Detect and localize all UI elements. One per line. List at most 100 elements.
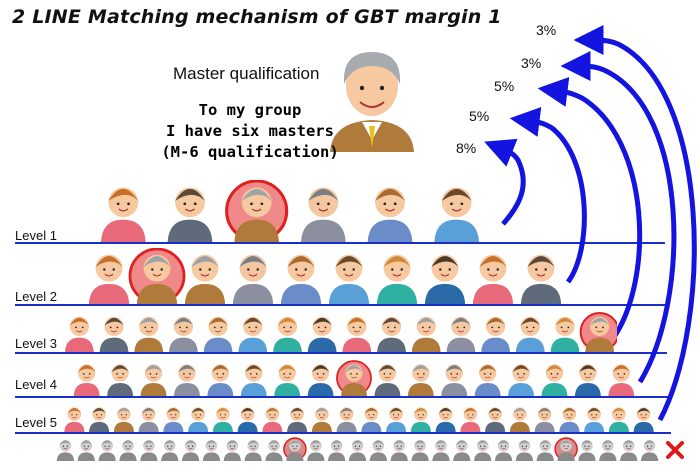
person-icon	[327, 439, 346, 461]
person-icon	[367, 187, 413, 242]
person-icon	[336, 407, 357, 432]
person-icon	[361, 407, 382, 432]
person-icon	[515, 316, 545, 352]
arrow-level-4	[560, 51, 677, 384]
person-icon	[77, 439, 95, 461]
arrow-level-1	[484, 138, 526, 226]
person-icon	[99, 316, 129, 352]
master-avatar-icon	[283, 437, 307, 461]
person-icon	[390, 439, 408, 461]
person-icon	[307, 316, 337, 352]
level-3-row	[64, 312, 617, 352]
person-icon	[161, 439, 179, 461]
person-icon	[411, 439, 429, 461]
level-3-label: Level 3	[15, 336, 57, 351]
person-icon	[608, 407, 629, 432]
person-icon	[89, 407, 110, 432]
person-icon	[212, 407, 233, 432]
master-qualification-label: Master qualification	[173, 64, 320, 83]
level-2-percent: 5%	[469, 108, 490, 124]
person-icon	[301, 187, 346, 242]
arrow-level-3	[537, 77, 643, 342]
person-icon	[424, 254, 466, 304]
person-icon	[307, 439, 325, 461]
level-5-label: Level 5	[15, 415, 57, 430]
person-icon	[376, 254, 418, 304]
master-avatar-icon	[579, 312, 617, 352]
person-icon	[446, 316, 476, 352]
person-icon	[56, 439, 75, 461]
person-icon	[410, 407, 431, 432]
level-1-percent: 8%	[456, 140, 477, 156]
level-3-line	[15, 352, 667, 354]
person-icon	[181, 439, 200, 461]
person-icon	[134, 316, 164, 352]
level-2-line	[15, 304, 665, 306]
person-icon	[188, 407, 209, 432]
person-icon	[494, 439, 513, 461]
person-icon	[173, 364, 200, 396]
person-icon	[232, 254, 274, 304]
person-icon	[453, 439, 471, 461]
person-icon	[508, 364, 535, 396]
person-icon	[98, 439, 116, 461]
person-icon	[311, 407, 332, 432]
person-icon	[280, 254, 322, 304]
person-icon	[584, 407, 605, 432]
person-icon	[608, 364, 635, 396]
level-5-percent: 3%	[536, 22, 557, 38]
person-icon	[434, 187, 479, 242]
person-icon	[515, 439, 534, 461]
person-icon	[223, 439, 241, 461]
person-icon	[88, 254, 130, 304]
person-icon	[534, 407, 555, 432]
master-avatar-icon	[336, 360, 372, 396]
person-icon	[64, 316, 94, 352]
person-icon	[307, 364, 334, 396]
level-4-line	[15, 396, 669, 398]
person-icon	[574, 364, 601, 396]
level-4-row	[73, 360, 635, 396]
person-icon	[163, 407, 184, 432]
person-icon	[107, 364, 134, 396]
person-icon	[474, 439, 492, 461]
person-icon	[240, 364, 267, 396]
person-icon	[342, 316, 372, 352]
person-icon	[578, 439, 596, 461]
master-avatar-icon	[128, 248, 186, 304]
person-icon	[435, 407, 456, 432]
person-icon	[407, 364, 434, 396]
group-text: To my group I have six masters (M-6 qual…	[140, 100, 360, 163]
person-icon	[377, 316, 406, 352]
cross-icon	[666, 441, 684, 459]
person-icon	[207, 364, 234, 396]
person-icon	[411, 316, 441, 352]
person-icon	[237, 407, 258, 432]
person-icon	[374, 364, 401, 396]
person-icon	[101, 187, 146, 242]
level-2-row	[88, 248, 562, 304]
person-icon	[485, 407, 506, 432]
person-icon	[640, 439, 659, 461]
person-icon	[520, 254, 562, 304]
level-2-label: Level 2	[15, 289, 57, 304]
level-5-line	[15, 432, 671, 434]
person-icon	[274, 364, 301, 396]
person-icon	[460, 407, 481, 432]
person-icon	[202, 439, 221, 461]
arrow-level-2	[509, 107, 587, 284]
person-icon	[140, 364, 167, 396]
person-icon	[474, 364, 501, 396]
master-avatar-icon	[225, 180, 289, 242]
person-icon	[550, 316, 580, 352]
person-icon	[169, 316, 198, 352]
person-icon	[559, 407, 580, 432]
arrow-level-5	[573, 25, 697, 422]
person-icon	[541, 364, 568, 396]
person-icon	[441, 364, 468, 396]
master-avatar-icon	[554, 437, 578, 461]
group-text-line-2: I have six masters	[166, 122, 334, 140]
person-icon	[633, 407, 654, 432]
